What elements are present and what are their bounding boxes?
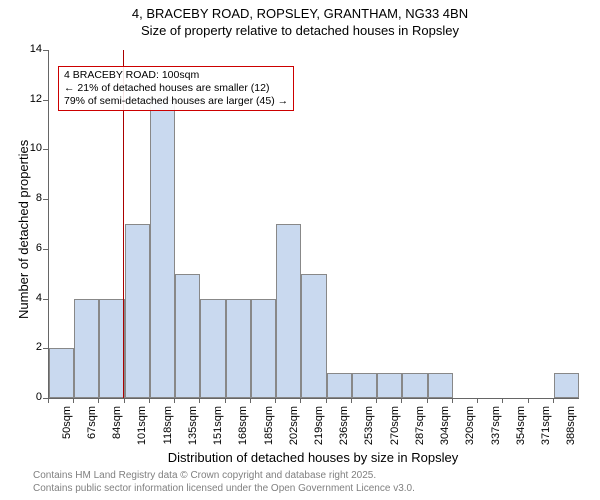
y-tick: [43, 199, 48, 200]
y-tick-label: 8: [14, 192, 42, 204]
y-tick: [43, 348, 48, 349]
x-tick: [502, 398, 503, 403]
y-tick-label: 6: [14, 242, 42, 254]
y-tick-label: 2: [14, 341, 42, 353]
annotation-line3: 79% of semi-detached houses are larger (…: [64, 95, 288, 108]
x-tick-label: 84sqm: [111, 406, 123, 454]
y-tick-label: 12: [14, 93, 42, 105]
x-tick-label: 287sqm: [414, 406, 426, 454]
x-tick: [427, 398, 428, 403]
x-tick-label: 388sqm: [565, 406, 577, 454]
histogram-bar: [74, 299, 99, 398]
x-tick-label: 219sqm: [313, 406, 325, 454]
x-tick-label: 354sqm: [515, 406, 527, 454]
x-tick-label: 101sqm: [136, 406, 148, 454]
x-tick-label: 168sqm: [237, 406, 249, 454]
x-tick: [73, 398, 74, 403]
x-tick-label: 67sqm: [86, 406, 98, 454]
x-tick: [401, 398, 402, 403]
histogram-bar: [428, 373, 453, 398]
histogram-bar: [99, 299, 124, 398]
histogram-bar: [276, 224, 301, 398]
histogram-bar: [554, 373, 579, 398]
histogram-bar: [251, 299, 276, 398]
x-tick-label: 320sqm: [464, 406, 476, 454]
annotation-line2: ← 21% of detached houses are smaller (12…: [64, 82, 288, 95]
histogram-bar: [175, 274, 200, 398]
y-tick: [43, 149, 48, 150]
histogram-bar: [150, 100, 175, 398]
x-tick: [528, 398, 529, 403]
x-tick-label: 304sqm: [439, 406, 451, 454]
footer-attribution: Contains HM Land Registry data © Crown c…: [33, 470, 415, 495]
x-tick-label: 118sqm: [162, 406, 174, 454]
x-tick: [149, 398, 150, 403]
x-tick-label: 270sqm: [389, 406, 401, 454]
x-tick: [300, 398, 301, 403]
histogram-bar: [125, 224, 150, 398]
histogram-bar: [377, 373, 402, 398]
x-tick-label: 371sqm: [540, 406, 552, 454]
histogram-bar: [352, 373, 377, 398]
x-tick: [452, 398, 453, 403]
footer-line2: Contains public sector information licen…: [33, 483, 415, 496]
histogram-bar: [327, 373, 352, 398]
y-tick: [43, 100, 48, 101]
annotation-box: 4 BRACEBY ROAD: 100sqm ← 21% of detached…: [58, 66, 294, 111]
y-tick-label: 0: [14, 391, 42, 403]
annotation-line1: 4 BRACEBY ROAD: 100sqm: [64, 69, 288, 82]
y-tick-label: 10: [14, 142, 42, 154]
chart-title: 4, BRACEBY ROAD, ROPSLEY, GRANTHAM, NG33…: [0, 6, 600, 23]
histogram-bar: [402, 373, 427, 398]
chart-title-block: 4, BRACEBY ROAD, ROPSLEY, GRANTHAM, NG33…: [0, 0, 600, 40]
y-tick-label: 4: [14, 292, 42, 304]
y-tick: [43, 50, 48, 51]
x-tick-label: 253sqm: [363, 406, 375, 454]
x-tick: [326, 398, 327, 403]
histogram-bar: [301, 274, 326, 398]
x-tick: [275, 398, 276, 403]
x-tick: [174, 398, 175, 403]
x-tick-label: 337sqm: [490, 406, 502, 454]
x-tick-label: 50sqm: [61, 406, 73, 454]
x-tick: [553, 398, 554, 403]
histogram-bar: [49, 348, 74, 398]
x-tick: [199, 398, 200, 403]
x-tick: [376, 398, 377, 403]
x-tick: [124, 398, 125, 403]
histogram-bar: [226, 299, 251, 398]
x-tick-label: 185sqm: [263, 406, 275, 454]
x-tick: [98, 398, 99, 403]
x-tick-label: 151sqm: [212, 406, 224, 454]
x-tick: [48, 398, 49, 403]
chart-subtitle: Size of property relative to detached ho…: [0, 23, 600, 40]
x-tick: [225, 398, 226, 403]
y-tick: [43, 249, 48, 250]
histogram-bar: [200, 299, 225, 398]
footer-line1: Contains HM Land Registry data © Crown c…: [33, 470, 415, 483]
x-tick-label: 236sqm: [338, 406, 350, 454]
x-tick-label: 135sqm: [187, 406, 199, 454]
y-tick: [43, 299, 48, 300]
x-tick-label: 202sqm: [288, 406, 300, 454]
y-tick-label: 14: [14, 43, 42, 55]
x-tick: [351, 398, 352, 403]
x-tick: [250, 398, 251, 403]
x-tick: [477, 398, 478, 403]
